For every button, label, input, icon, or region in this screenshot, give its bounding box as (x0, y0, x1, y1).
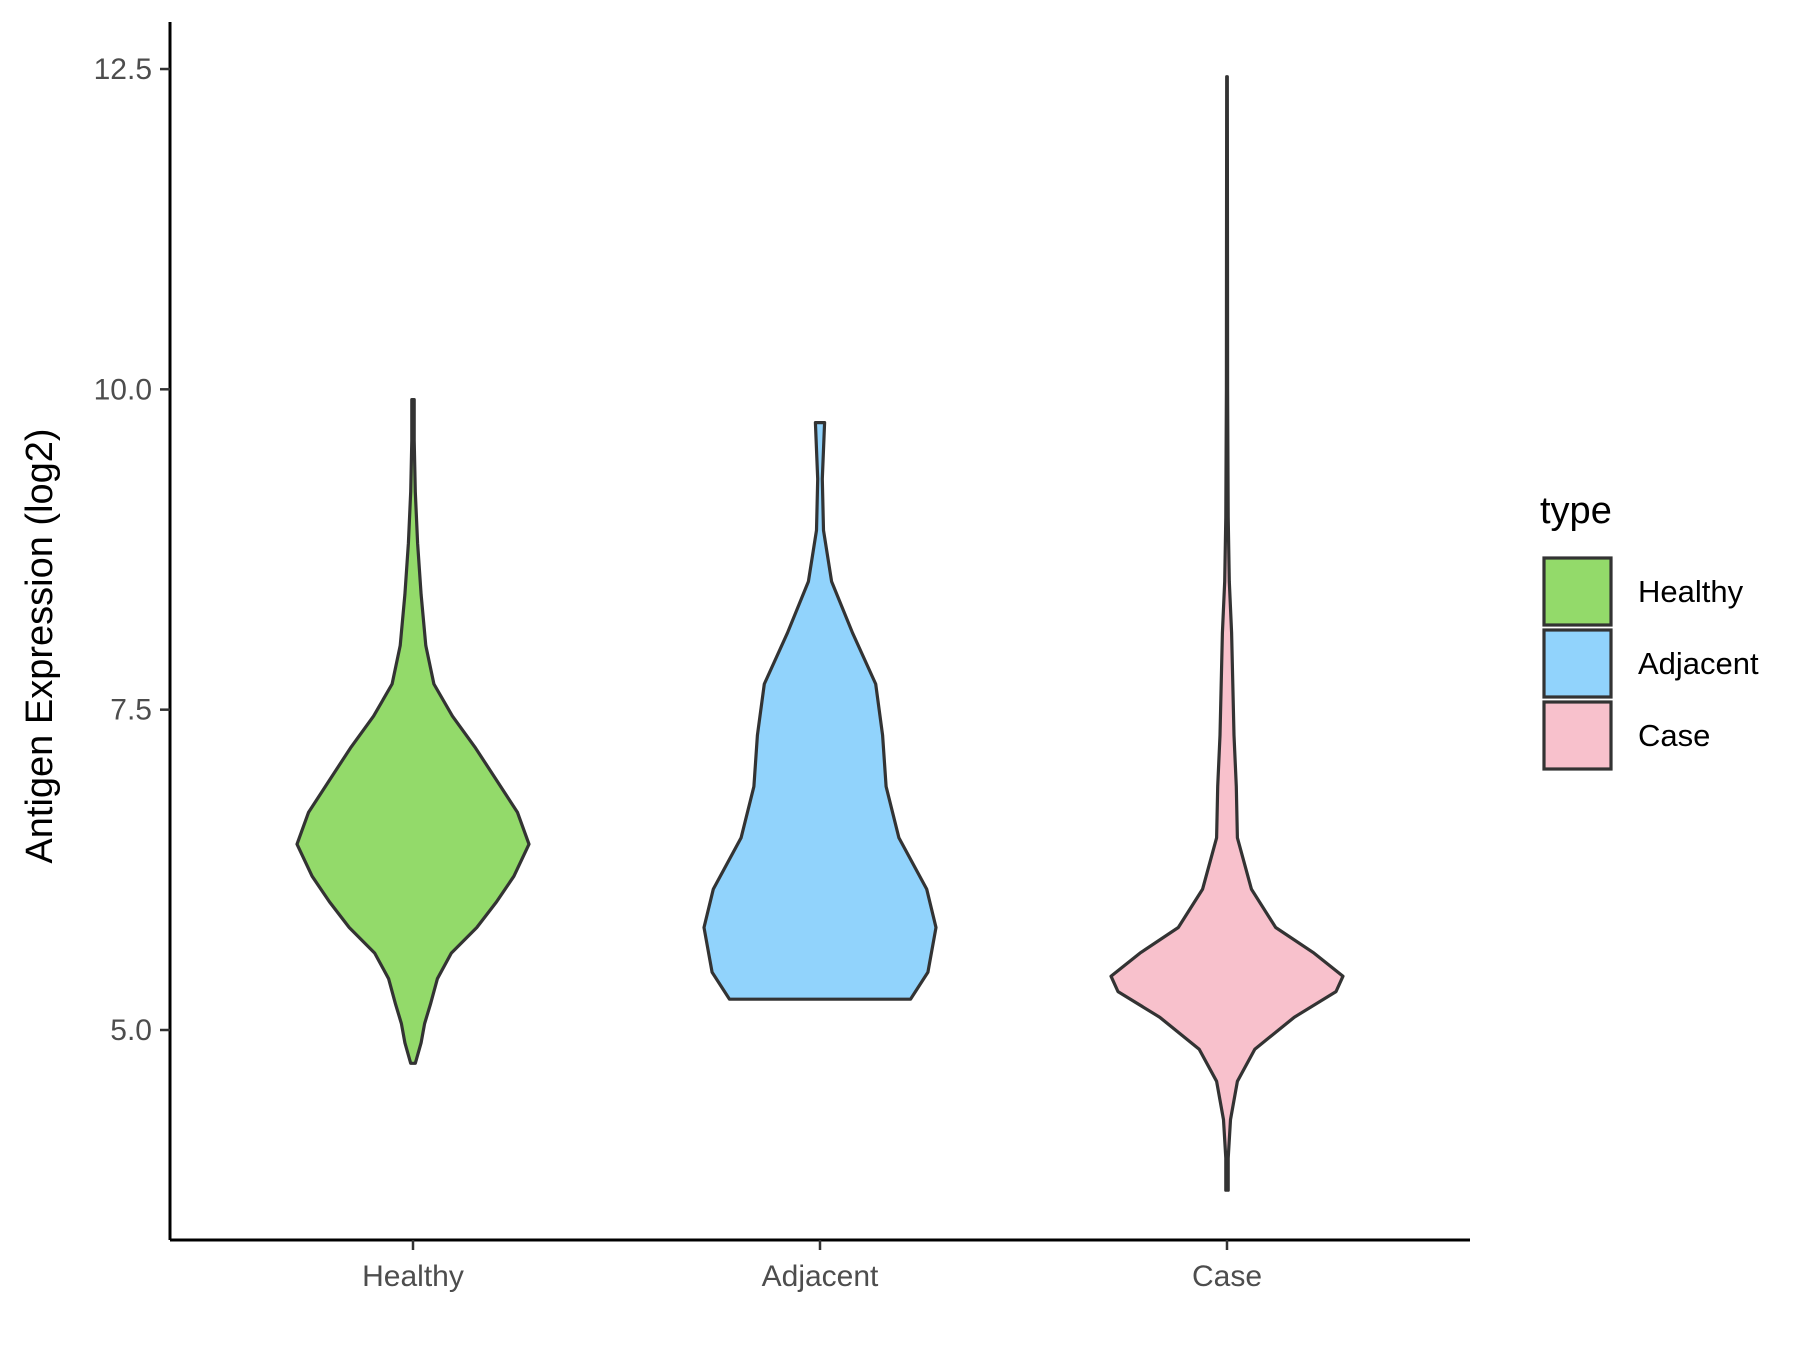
legend-label-adjacent: Adjacent (1638, 646, 1759, 681)
legend-title: type (1540, 490, 1612, 532)
x-tick-label: Case (1192, 1260, 1262, 1293)
violin-adjacent (702, 421, 938, 1001)
violin-healthy (295, 398, 531, 1065)
x-axis: Healthy Adjacent Case (170, 1238, 1470, 1293)
y-axis: 5.0 7.5 10.0 12.5 (94, 22, 172, 1240)
legend-label-healthy: Healthy (1638, 574, 1744, 609)
legend-swatch-healthy (1542, 556, 1613, 627)
y-axis-title: Antigen Expression (log2) (19, 428, 61, 863)
violin-case (1109, 75, 1345, 1192)
legend-label-case: Case (1638, 718, 1710, 753)
violins (295, 75, 1345, 1192)
legend: type Healthy Adjacent Case (1540, 490, 1759, 771)
y-tick-label: 10.0 (94, 373, 152, 406)
y-tick-label: 5.0 (110, 1014, 152, 1047)
y-tick-label: 7.5 (110, 694, 152, 727)
legend-swatch-case (1542, 700, 1613, 771)
legend-swatch-adjacent (1542, 628, 1613, 699)
y-tick-label: 12.5 (94, 53, 152, 86)
x-tick-label: Adjacent (762, 1260, 879, 1293)
x-tick-label: Healthy (362, 1260, 464, 1293)
